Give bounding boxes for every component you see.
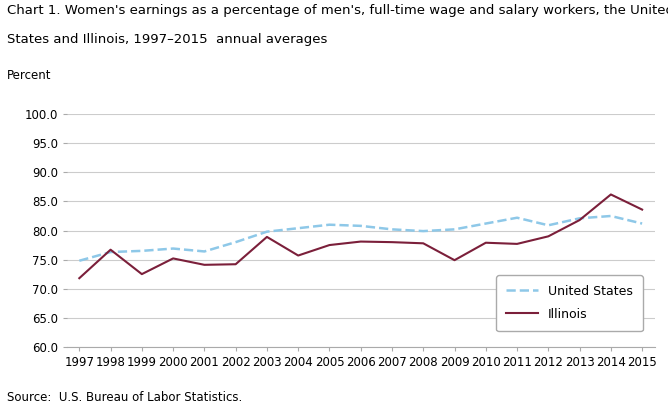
Text: Chart 1. Women's earnings as a percentage of men's, full-time wage and salary wo: Chart 1. Women's earnings as a percentag… [7,4,668,17]
United States [232,239,240,244]
United States [388,227,396,232]
United States [544,223,552,228]
Illinois [638,207,646,212]
Illinois [325,243,333,248]
Illinois [107,247,115,252]
United States [638,221,646,226]
United States [169,246,177,251]
United States [357,224,365,228]
Line: United States: United States [79,216,642,261]
United States [325,222,333,227]
Illinois [513,242,521,246]
United States [482,221,490,226]
Line: Illinois: Illinois [79,195,642,278]
Illinois [576,217,584,222]
Legend: United States, Illinois: United States, Illinois [496,275,643,331]
Illinois [544,234,552,239]
Illinois [75,276,84,281]
Illinois [420,241,428,246]
Text: Source:  U.S. Bureau of Labor Statistics.: Source: U.S. Bureau of Labor Statistics. [7,391,242,404]
United States [294,226,302,231]
Illinois [263,235,271,239]
United States [420,228,428,233]
Illinois [200,262,208,267]
Illinois [294,253,302,258]
United States [75,258,84,263]
United States [607,213,615,218]
Illinois [169,256,177,261]
United States [200,249,208,254]
United States [138,248,146,253]
Illinois [357,239,365,244]
Illinois [232,262,240,267]
United States [450,227,458,232]
Illinois [607,192,615,197]
Illinois [138,272,146,277]
Illinois [388,239,396,244]
Illinois [482,240,490,245]
United States [576,216,584,221]
Text: States and Illinois, 1997–2015  annual averages: States and Illinois, 1997–2015 annual av… [7,33,327,46]
United States [263,229,271,234]
Illinois [450,258,458,263]
Text: Percent: Percent [7,69,51,82]
United States [513,215,521,220]
United States [107,250,115,255]
